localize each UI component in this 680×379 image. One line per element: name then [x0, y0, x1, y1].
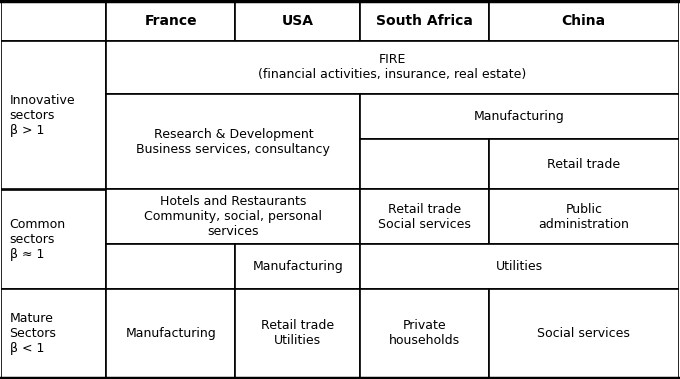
Bar [1, 41, 106, 190]
Bar [1, 190, 106, 289]
Bar [360, 289, 489, 377]
Text: France: France [144, 14, 197, 28]
Text: Common
sectors
β ≈ 1: Common sectors β ≈ 1 [10, 218, 66, 261]
Bar [1, 289, 106, 377]
Bar [489, 190, 679, 244]
Bar [235, 2, 360, 41]
Bar [360, 94, 679, 139]
Text: Public
administration: Public administration [539, 203, 629, 231]
Text: Retail trade
Utilities: Retail trade Utilities [261, 319, 335, 348]
Bar [106, 190, 360, 244]
Bar [106, 244, 235, 289]
Text: USA: USA [282, 14, 313, 28]
Bar [106, 94, 360, 190]
Bar [106, 41, 679, 94]
Bar [106, 289, 235, 377]
Bar [1, 2, 106, 41]
Text: Innovative
sectors
β > 1: Innovative sectors β > 1 [10, 94, 75, 137]
Bar [235, 244, 360, 289]
Text: Hotels and Restaurants
Community, social, personal
services: Hotels and Restaurants Community, social… [144, 195, 322, 238]
Bar [235, 289, 360, 377]
Text: Utilities: Utilities [496, 260, 543, 273]
Bar [106, 2, 235, 41]
Text: Retail trade
Social services: Retail trade Social services [378, 203, 471, 231]
Text: Manufacturing: Manufacturing [125, 327, 216, 340]
Bar [489, 2, 679, 41]
Text: China: China [562, 14, 606, 28]
Bar [489, 139, 679, 190]
Text: Manufacturing: Manufacturing [252, 260, 343, 273]
Text: Research & Development
Business services, consultancy: Research & Development Business services… [137, 127, 330, 155]
Text: FIRE
(financial activities, insurance, real estate): FIRE (financial activities, insurance, r… [258, 53, 526, 81]
Text: Retail trade: Retail trade [547, 158, 620, 171]
Bar [360, 244, 679, 289]
Text: Manufacturing: Manufacturing [474, 110, 565, 123]
Bar [360, 139, 489, 190]
Text: Social services: Social services [537, 327, 630, 340]
Text: Mature
Sectors
β < 1: Mature Sectors β < 1 [10, 312, 56, 355]
Bar [360, 190, 489, 244]
Bar [489, 289, 679, 377]
Bar [360, 2, 489, 41]
Text: Private
households: Private households [389, 319, 460, 348]
Text: South Africa: South Africa [376, 14, 473, 28]
